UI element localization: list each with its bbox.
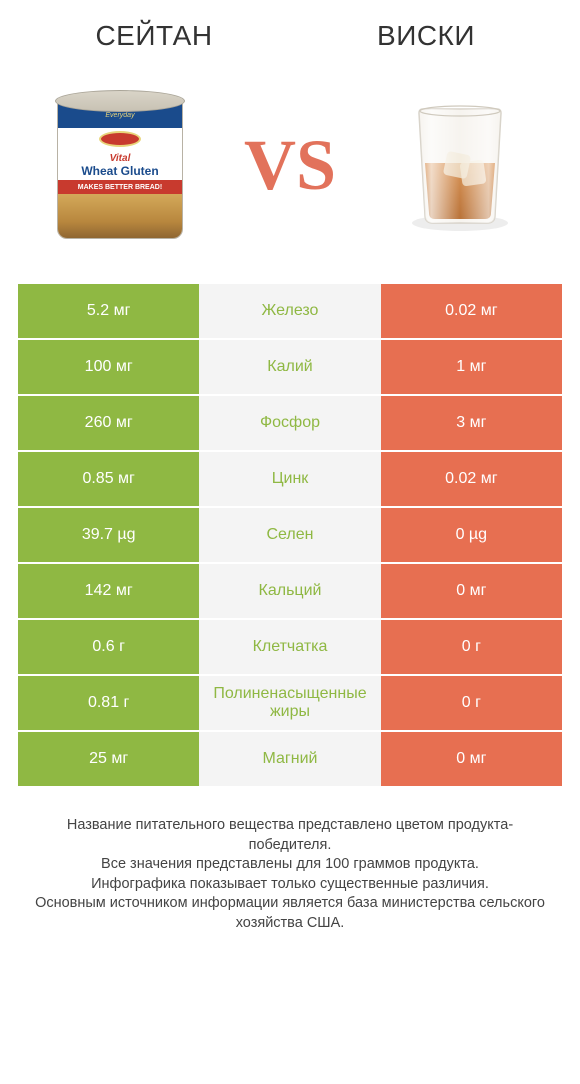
can-lid-icon: [55, 90, 185, 112]
left-value: 260 мг: [18, 396, 199, 452]
left-value: 0.85 мг: [18, 452, 199, 508]
comparison-table: 5.2 мгЖелезо0.02 мг100 мгКалий1 мг260 мг…: [18, 284, 562, 788]
table-row: 0.81 гПолиненасыщенные жиры0 г: [18, 676, 562, 732]
header-row: СЕЙТАН ВИСКИ: [18, 20, 562, 52]
product-images-row: Everyday Vital Wheat Gluten MAKES BETTER…: [18, 70, 562, 260]
table-row: 5.2 мгЖелезо0.02 мг: [18, 284, 562, 340]
can-title-line1: Vital: [110, 153, 131, 164]
table-row: 260 мгФосфор3 мг: [18, 396, 562, 452]
can-logo-icon: [99, 131, 141, 147]
wheat-gluten-can-icon: Everyday Vital Wheat Gluten MAKES BETTER…: [55, 90, 185, 240]
seitan-image: Everyday Vital Wheat Gluten MAKES BETTER…: [40, 80, 200, 250]
nutrient-label: Цинк: [199, 452, 380, 508]
table-row: 142 мгКальций0 мг: [18, 564, 562, 620]
nutrient-label: Клетчатка: [199, 620, 380, 676]
right-value: 0 мг: [381, 564, 562, 620]
infographic-container: СЕЙТАН ВИСКИ Everyday Vital Wheat Gluten…: [0, 0, 580, 1084]
whisky-image: [380, 80, 540, 250]
table-row: 39.7 µgСелен0 µg: [18, 508, 562, 564]
right-value: 0 г: [381, 620, 562, 676]
vs-label: VS: [244, 124, 336, 207]
nutrient-label: Фосфор: [199, 396, 380, 452]
nutrient-label: Железо: [199, 284, 380, 340]
left-value: 100 мг: [18, 340, 199, 396]
nutrient-label: Кальций: [199, 564, 380, 620]
left-value: 25 мг: [18, 732, 199, 788]
left-value: 5.2 мг: [18, 284, 199, 340]
left-value: 142 мг: [18, 564, 199, 620]
table-row: 0.85 мгЦинк0.02 мг: [18, 452, 562, 508]
right-value: 0.02 мг: [381, 284, 562, 340]
can-wheat-band-icon: [58, 194, 182, 239]
footer-line-3: Инфографика показывает только существенн…: [28, 875, 552, 895]
whisky-glass-icon: [395, 95, 525, 235]
left-value: 0.6 г: [18, 620, 199, 676]
nutrient-label: Магний: [199, 732, 380, 788]
nutrient-label: Полиненасыщенные жиры: [199, 676, 380, 732]
footer-note: Название питательного вещества представл…: [18, 816, 562, 933]
right-value: 1 мг: [381, 340, 562, 396]
left-value: 0.81 г: [18, 676, 199, 732]
can-top-band-text: Everyday: [105, 112, 134, 119]
right-value: 0 мг: [381, 732, 562, 788]
can-red-band-text: MAKES BETTER BREAD!: [78, 184, 162, 191]
footer-line-1: Название питательного вещества представл…: [28, 816, 552, 855]
table-row: 100 мгКалий1 мг: [18, 340, 562, 396]
right-value: 0.02 мг: [381, 452, 562, 508]
right-value: 3 мг: [381, 396, 562, 452]
nutrient-label: Калий: [199, 340, 380, 396]
left-value: 39.7 µg: [18, 508, 199, 564]
footer-line-2: Все значения представлены для 100 граммо…: [28, 855, 552, 875]
table-row: 0.6 гКлетчатка0 г: [18, 620, 562, 676]
right-product-title: ВИСКИ: [290, 20, 562, 52]
left-product-title: СЕЙТАН: [18, 20, 290, 52]
footer-line-4: Основным источником информации является …: [28, 894, 552, 933]
table-row: 25 мгМагний0 мг: [18, 732, 562, 788]
right-value: 0 г: [381, 676, 562, 732]
nutrient-label: Селен: [199, 508, 380, 564]
right-value: 0 µg: [381, 508, 562, 564]
can-title-line2: Wheat Gluten: [81, 164, 158, 178]
